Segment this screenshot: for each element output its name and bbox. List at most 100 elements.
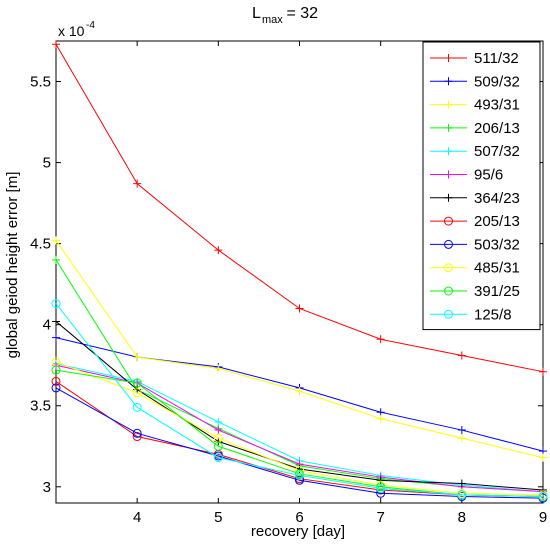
series-line <box>55 361 544 496</box>
data-point <box>539 453 547 462</box>
data-point <box>539 367 547 376</box>
series-511-32 <box>52 40 547 376</box>
legend-item: 95/6 <box>430 167 503 184</box>
data-point <box>51 365 61 375</box>
data-point <box>295 466 304 476</box>
data-point <box>376 483 386 493</box>
legend-item: 391/25 <box>430 283 520 300</box>
data-point <box>295 475 304 485</box>
x-tick-label: 6 <box>295 509 303 526</box>
x-tick-label: 4 <box>133 509 141 526</box>
data-point <box>214 246 223 255</box>
x-axis-label: recovery [day] <box>251 523 345 540</box>
y-tick-label: 3 <box>43 479 51 496</box>
data-point <box>457 479 466 488</box>
data-point <box>457 351 466 360</box>
legend-marker <box>444 263 453 273</box>
data-point <box>52 317 60 326</box>
y-tick-label: 4 <box>43 317 51 334</box>
data-point <box>51 383 61 393</box>
legend-label: 509/32 <box>474 73 520 90</box>
data-point <box>51 299 61 309</box>
legend-item: 503/32 <box>430 236 520 253</box>
data-point <box>133 353 142 362</box>
legend-item: 493/31 <box>430 97 520 114</box>
legend-item: 511/32 <box>430 50 519 67</box>
legend-label: 205/13 <box>474 213 520 230</box>
chart-title-rest: = 32 <box>282 5 318 22</box>
data-point <box>214 426 223 435</box>
data-point <box>457 490 467 500</box>
series-line <box>55 387 544 499</box>
data-point <box>52 40 60 49</box>
data-point <box>51 376 61 386</box>
legend-label: 511/32 <box>474 50 519 67</box>
chart-title-subscript: max <box>262 14 283 26</box>
legend-marker <box>444 193 453 202</box>
legend-item: 206/13 <box>430 120 520 137</box>
y-exponent-base: x 10 <box>58 23 85 39</box>
data-point <box>538 492 548 502</box>
data-point <box>52 333 60 342</box>
data-point <box>132 402 142 412</box>
x-tick-label: 8 <box>458 509 466 526</box>
legend-label: 391/25 <box>474 283 520 300</box>
data-point <box>132 432 142 442</box>
legend-item: 205/13 <box>430 213 520 230</box>
legend-label: 507/32 <box>474 143 520 160</box>
legend-marker <box>444 100 453 109</box>
legend-label: 493/31 <box>474 97 520 114</box>
legend-marker <box>444 239 453 249</box>
x-tick-label: 7 <box>376 509 384 526</box>
data-point <box>52 255 60 264</box>
legend-item: 125/8 <box>430 306 512 323</box>
chart-title: L max = 32 <box>252 5 318 26</box>
data-point <box>295 387 304 396</box>
data-point <box>213 441 223 451</box>
legend-box <box>422 41 541 331</box>
legend-item: 507/32 <box>430 143 520 160</box>
data-point <box>132 378 142 388</box>
y-axis-label: global geiod height error [m] <box>4 172 21 359</box>
legend-marker <box>444 77 453 86</box>
legend-label: 125/8 <box>474 306 512 323</box>
data-point <box>295 470 304 480</box>
y-tick-label: 4.5 <box>30 236 51 253</box>
legend-label: 364/23 <box>474 190 520 207</box>
x-tick-label: 9 <box>539 509 547 526</box>
data-point <box>376 414 385 423</box>
data-point <box>213 453 223 463</box>
legend-label: 95/6 <box>474 167 503 184</box>
data-point <box>214 417 223 426</box>
legend-marker <box>444 309 453 319</box>
data-point <box>295 304 304 313</box>
series-493-31 <box>52 236 547 462</box>
data-point <box>132 388 142 398</box>
data-point <box>214 364 223 373</box>
data-point <box>457 426 466 435</box>
data-point <box>52 236 60 245</box>
legend: 511/32 509/32 493/31 206/13 507/32 95/6 364/23… <box>422 41 541 331</box>
x-tick-label: 5 <box>214 509 222 526</box>
legend-item: 509/32 <box>430 73 520 90</box>
series-line <box>55 303 544 498</box>
legend-item: 364/23 <box>430 190 520 207</box>
legend-label: 206/13 <box>474 120 520 137</box>
legend-label: 503/32 <box>474 236 520 253</box>
legend-marker <box>444 170 453 179</box>
legend-marker <box>444 286 453 296</box>
chart-title-main: L <box>252 5 261 22</box>
data-point <box>132 428 142 438</box>
y-tick-label: 5.5 <box>30 74 51 91</box>
legend-marker <box>444 147 453 156</box>
y-tick-label: 5 <box>43 155 51 172</box>
legend-marker <box>444 216 453 226</box>
legend-marker <box>444 123 453 132</box>
y-axis-exponent: x 10 -4 <box>58 20 95 39</box>
series-125-8 <box>51 299 548 502</box>
data-point <box>457 434 466 443</box>
y-exponent-power: -4 <box>86 20 95 31</box>
data-point <box>133 179 142 188</box>
y-tick-label: 3.5 <box>30 398 51 415</box>
